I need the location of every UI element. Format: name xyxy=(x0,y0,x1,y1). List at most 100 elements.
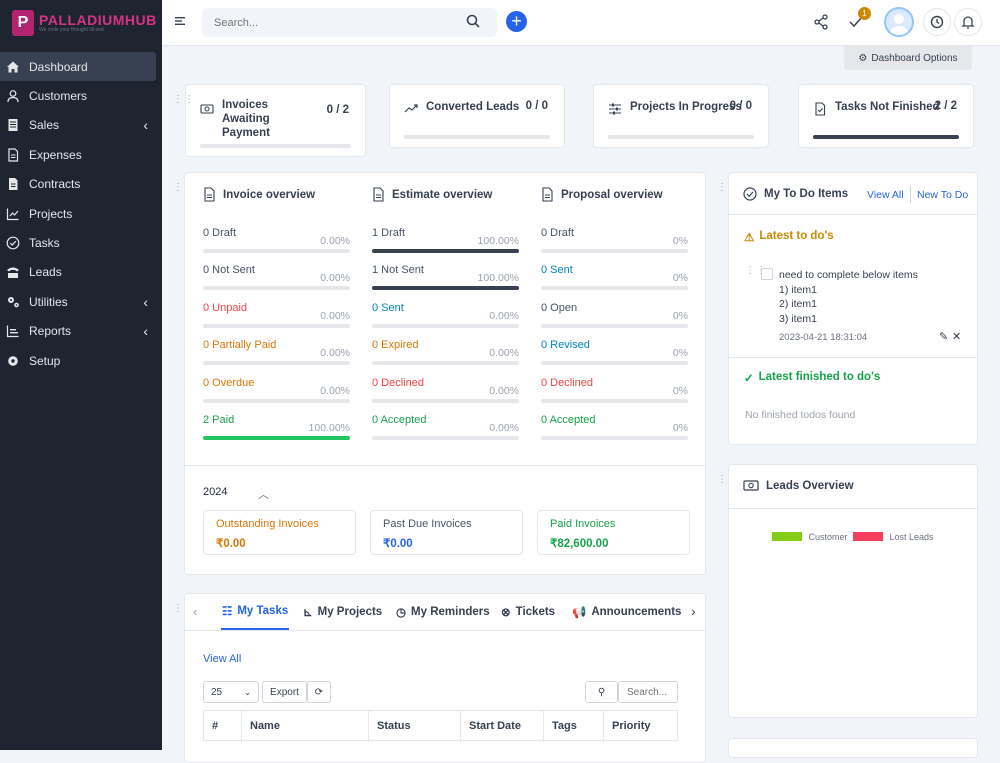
proposal-overview-title[interactable]: Proposal overview xyxy=(541,187,663,202)
tabs-next-icon[interactable]: › xyxy=(691,603,696,619)
legend-swatch-customer[interactable] xyxy=(772,532,803,541)
logo[interactable]: P PALLADIUMHUB We code your thought till… xyxy=(0,0,162,46)
column-header[interactable]: Status xyxy=(369,711,461,742)
sidebar-item-tasks[interactable]: Tasks xyxy=(0,228,156,257)
search-icon[interactable] xyxy=(466,14,480,28)
sidebar-item-label: Setup xyxy=(29,353,61,368)
estimate-status-row[interactable]: 0 Accepted 0.00% xyxy=(372,414,519,444)
estimate-status-row[interactable]: 0 Sent 0.00% xyxy=(372,302,519,332)
invoice-summary-box[interactable]: Past Due Invoices ₹0.00 xyxy=(370,510,523,555)
invoice-summary-box[interactable]: Paid Invoices ₹82,600.00 xyxy=(537,510,690,555)
legend-swatch-lost-leads[interactable] xyxy=(853,532,884,541)
column-header[interactable]: Name xyxy=(242,711,369,742)
sidebar-item-sales[interactable]: Sales ‹ xyxy=(0,111,156,140)
status-label: 0 Declined xyxy=(541,376,593,389)
year-select[interactable]: 2024 xyxy=(203,486,228,498)
leads-overview-card: Leads Overview Customer Lost Leads xyxy=(728,464,978,718)
stat-card[interactable]: Invoices Awaiting Payment 0 / 2 xyxy=(185,84,366,157)
proposal-status-row[interactable]: 0 Open 0% xyxy=(541,302,688,332)
sidebar-item-expenses[interactable]: Expenses xyxy=(0,140,156,169)
checkmark-icon[interactable] xyxy=(847,13,865,31)
view-all-link[interactable]: View All xyxy=(867,189,904,201)
estimate-status-row[interactable]: 0 Expired 0.00% xyxy=(372,339,519,369)
tab-label: My Projects xyxy=(317,606,383,618)
tabs-prev-icon[interactable]: ‹ xyxy=(193,604,198,619)
stat-card[interactable]: Tasks Not Finished 2 / 2 xyxy=(798,84,974,148)
invoice-status-row[interactable]: 0 Draft 0.00% xyxy=(203,227,350,257)
proposal-status-row[interactable]: 0 Draft 0% xyxy=(541,227,688,257)
stat-card[interactable]: Converted Leads 0 / 0 xyxy=(389,84,565,148)
invoice-status-row[interactable]: 0 Not Sent 0.00% xyxy=(203,264,350,294)
todo-line: need to complete below items xyxy=(779,269,918,281)
column-header[interactable]: Priority xyxy=(612,720,651,732)
proposal-status-row[interactable]: 0 Sent 0% xyxy=(541,264,688,294)
invoice-status-row[interactable]: 0 Unpaid 0.00% xyxy=(203,302,350,332)
sidebar-item-projects[interactable]: Projects xyxy=(0,199,156,228)
column-header[interactable]: Tags xyxy=(544,711,604,742)
overview-title-label: Estimate overview xyxy=(392,188,493,201)
status-progress-bar xyxy=(203,323,350,328)
estimate-status-row[interactable]: 0 Declined 0.00% xyxy=(372,377,519,407)
drag-handle-icon[interactable]: ⋮⋮ xyxy=(173,94,195,105)
stat-card[interactable]: Projects In Progress 0 / 0 xyxy=(593,84,769,148)
tab-my-projects[interactable]: ⊾ My Projects xyxy=(303,594,382,630)
drag-handle-icon[interactable]: ⋮⋮ xyxy=(173,604,194,618)
table-search-button[interactable]: ⚲ xyxy=(585,681,618,703)
table-search-input[interactable] xyxy=(618,681,678,703)
sidebar-item-setup[interactable]: Setup xyxy=(0,346,156,375)
export-button[interactable]: Export xyxy=(262,681,307,703)
chevron-left-icon: ‹ xyxy=(143,117,148,134)
view-all-link[interactable]: View All xyxy=(203,653,242,665)
brand-tagline: We code your thought till end xyxy=(39,27,104,33)
status-percent: 0.00% xyxy=(320,309,350,322)
summary-label: Outstanding Invoices xyxy=(216,518,319,530)
invoice-status-row[interactable]: 2 Paid 100.00% xyxy=(203,414,350,444)
column-header[interactable]: # xyxy=(204,711,242,742)
search-input[interactable] xyxy=(202,8,497,37)
invoice-status-row[interactable]: 0 Partially Paid 0.00% xyxy=(203,339,350,369)
dashboard-options-button[interactable]: ⚙ Dashboard Options xyxy=(844,46,972,70)
notifications-button[interactable] xyxy=(954,8,982,36)
todo-line: 1) item1 xyxy=(779,283,817,296)
summary-value: ₹0.00 xyxy=(383,538,413,550)
proposal-status-row[interactable]: 0 Revised 0% xyxy=(541,339,688,369)
edit-icon[interactable]: ✎ xyxy=(939,331,949,343)
new-todo-link[interactable]: New To Do xyxy=(917,189,969,201)
invoice-status-row[interactable]: 0 Overdue 0.00% xyxy=(203,377,350,407)
drag-handle-icon[interactable]: ⋮⋮ xyxy=(717,183,738,197)
refresh-button[interactable]: ⟳ xyxy=(307,681,331,703)
tab-my-tasks[interactable]: ☷ My Tasks xyxy=(221,594,290,630)
sidebar-item-reports[interactable]: Reports ‹ xyxy=(0,317,156,346)
estimate-overview-title[interactable]: Estimate overview xyxy=(372,187,492,202)
quick-create-button[interactable]: + xyxy=(506,11,527,32)
document-icon xyxy=(6,148,20,162)
menu-toggle-icon[interactable] xyxy=(174,15,186,27)
sidebar-item-customers[interactable]: Customers xyxy=(0,81,156,110)
avatar[interactable] xyxy=(884,7,914,37)
proposal-status-row[interactable]: 0 Accepted 0% xyxy=(541,414,688,444)
invoice-summary-box[interactable]: Outstanding Invoices ₹0.00 xyxy=(203,510,356,555)
drag-handle-icon[interactable]: ⋮⋮ xyxy=(745,265,767,276)
todo-checkbox[interactable] xyxy=(761,268,773,280)
sidebar-item-leads[interactable]: Leads xyxy=(0,258,156,287)
invoice-overview-title[interactable]: Invoice overview xyxy=(203,187,315,202)
tab-announcements[interactable]: 📢 Announcements xyxy=(572,594,681,630)
timer-button[interactable] xyxy=(923,8,951,36)
tab-my-reminders[interactable]: ◷ My Reminders xyxy=(396,594,490,630)
column-header[interactable]: Start Date xyxy=(461,711,544,742)
drag-handle-icon[interactable]: ⋮⋮ xyxy=(717,475,738,489)
sidebar-item-utilities[interactable]: Utilities ‹ xyxy=(0,287,156,316)
sidebar-item-dashboard[interactable]: Dashboard xyxy=(0,52,156,82)
estimate-status-row[interactable]: 1 Not Sent 100.00% xyxy=(372,264,519,294)
drag-handle-icon[interactable]: ⋮⋮ xyxy=(173,183,194,197)
status-percent: 100.00% xyxy=(308,422,350,434)
chevron-up-icon[interactable]: ︿ xyxy=(258,489,269,501)
sidebar-item-contracts[interactable]: Contracts xyxy=(0,170,156,199)
proposal-status-row[interactable]: 0 Declined 0% xyxy=(541,377,688,407)
estimate-status-row[interactable]: 1 Draft 100.00% xyxy=(372,227,519,257)
share-icon[interactable] xyxy=(812,13,830,31)
close-icon[interactable]: ✕ xyxy=(952,331,962,343)
dashboard-options-label: Dashboard Options xyxy=(871,52,958,64)
tab-tickets[interactable]: ⊗ Tickets xyxy=(501,594,555,630)
page-size-select[interactable]: 25 ⌄ xyxy=(203,681,259,703)
